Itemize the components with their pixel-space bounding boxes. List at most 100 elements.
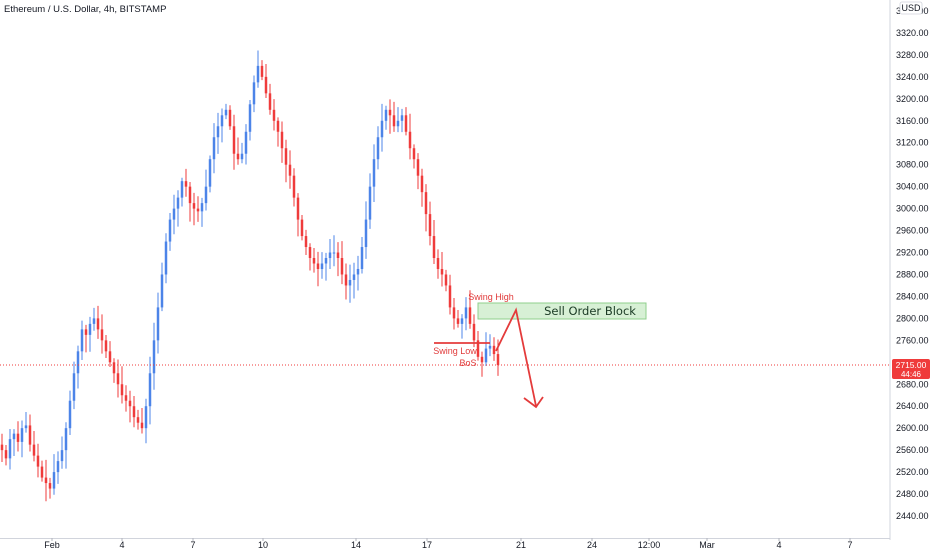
candle-bearish: [4, 450, 8, 459]
candle-bearish: [16, 433, 20, 442]
time-tick-label: 10: [258, 540, 268, 550]
candle-bearish: [112, 362, 116, 374]
price-tick-label: 3040.00: [896, 182, 929, 192]
candle-bullish: [52, 472, 56, 489]
candle-bearish: [420, 175, 424, 193]
candle-bearish: [288, 164, 292, 176]
candle-bearish: [408, 131, 412, 149]
candle-bullish: [144, 406, 148, 429]
currency-badge[interactable]: [899, 1, 923, 15]
candle-bearish: [32, 444, 36, 456]
sell-order-block-zone[interactable]: [477, 302, 647, 320]
price-tick-label: 3080.00: [896, 160, 929, 170]
candle-bearish: [104, 340, 108, 352]
candle-bearish: [336, 252, 340, 259]
candle-bullish: [180, 181, 184, 198]
currency-label: USD: [901, 3, 921, 13]
price-tick-label: 3160.00: [896, 116, 929, 126]
candle-bearish: [236, 153, 240, 160]
candle-bearish: [344, 274, 348, 286]
price-axis[interactable]: 3360.003320.003280.003240.003200.003160.…: [896, 6, 929, 521]
candle-bearish: [260, 65, 264, 77]
candle-bearish: [468, 307, 472, 324]
candle-bullish: [252, 82, 256, 105]
candle-bullish: [324, 258, 328, 264]
candle-bearish: [132, 406, 136, 418]
candle-bullish: [88, 323, 92, 335]
price-tick-label: 3320.00: [896, 28, 929, 38]
time-tick-label: 21: [516, 540, 526, 550]
candle-bearish: [304, 236, 308, 248]
candle-bearish: [424, 192, 428, 215]
time-tick-label: 17: [422, 540, 432, 550]
candle-bullish: [460, 318, 464, 324]
projection-arrowhead: [523, 396, 544, 409]
time-tick-label: 7: [190, 540, 195, 550]
candle-bullish: [396, 120, 400, 127]
price-tick-label: 3000.00: [896, 204, 929, 214]
candle-bullish: [172, 208, 176, 220]
candle-bearish: [280, 131, 284, 149]
candle-bullish: [376, 137, 380, 160]
candle-bearish: [264, 76, 268, 94]
candle-bearish: [28, 425, 32, 445]
candle-bearish: [128, 400, 132, 407]
candle-bearish: [124, 395, 128, 401]
time-tick-label: 24: [587, 540, 597, 550]
candle-bullish: [148, 373, 152, 407]
time-tick-label: Mar: [699, 540, 715, 550]
candle-bullish: [60, 450, 64, 462]
candle-bullish: [488, 345, 492, 349]
time-tick-label: 12:00: [638, 540, 661, 550]
candle-bearish: [292, 175, 296, 198]
price-tick-label: 3200.00: [896, 94, 929, 104]
candle-bearish: [120, 384, 124, 396]
candle-bearish: [108, 351, 112, 363]
candle-bearish: [296, 197, 300, 220]
candle-bullish: [64, 428, 68, 451]
sell-order-block-label: Sell Order Block: [544, 304, 636, 318]
projection-arrow: [495, 307, 537, 407]
candle-bullish: [464, 307, 468, 319]
last-price-value: 2715.00: [896, 360, 927, 370]
price-tick-label: 2640.00: [896, 401, 929, 411]
candle-bearish: [268, 93, 272, 110]
price-tick-label: 2760.00: [896, 335, 929, 345]
time-axis[interactable]: Feb 4 7 10 14 17 21 24 12:00 Mar 4 7: [44, 538, 853, 550]
candle-bullish: [24, 425, 28, 429]
candle-bearish: [300, 219, 304, 237]
candle-bullish: [360, 247, 364, 269]
candle-bearish: [492, 345, 496, 355]
candle-bearish: [232, 126, 236, 154]
candle-bullish: [328, 252, 332, 259]
candle-bearish: [312, 258, 316, 264]
price-tick-label: 3120.00: [896, 138, 929, 148]
candle-bearish: [284, 148, 288, 165]
candle-bearish: [476, 340, 480, 357]
candle-bearish: [140, 422, 144, 429]
price-tick-label: 2800.00: [896, 313, 929, 323]
candle-bullish: [320, 263, 324, 269]
candle-bullish: [216, 126, 220, 138]
price-tick-label: 2680.00: [896, 379, 929, 389]
time-tick-label: 14: [351, 540, 361, 550]
candle-bullish: [168, 219, 172, 242]
price-tick-label: 2560.00: [896, 445, 929, 455]
price-tick-label: 2480.00: [896, 489, 929, 499]
candle-bullish: [212, 137, 216, 160]
candle-bullish: [244, 131, 248, 154]
candle-bearish: [116, 373, 120, 385]
candle-bullish: [240, 153, 244, 160]
candle-bullish: [152, 340, 156, 374]
candle-bullish: [72, 373, 76, 401]
candle-bullish: [224, 109, 228, 116]
price-tick-label: 2960.00: [896, 226, 929, 236]
candle-bearish: [496, 354, 500, 366]
price-tick-label: 2440.00: [896, 511, 929, 521]
candle-bullish: [380, 120, 384, 138]
candle-bearish: [456, 318, 460, 324]
candle-bullish: [68, 400, 72, 429]
last-price-tag: [892, 359, 930, 379]
